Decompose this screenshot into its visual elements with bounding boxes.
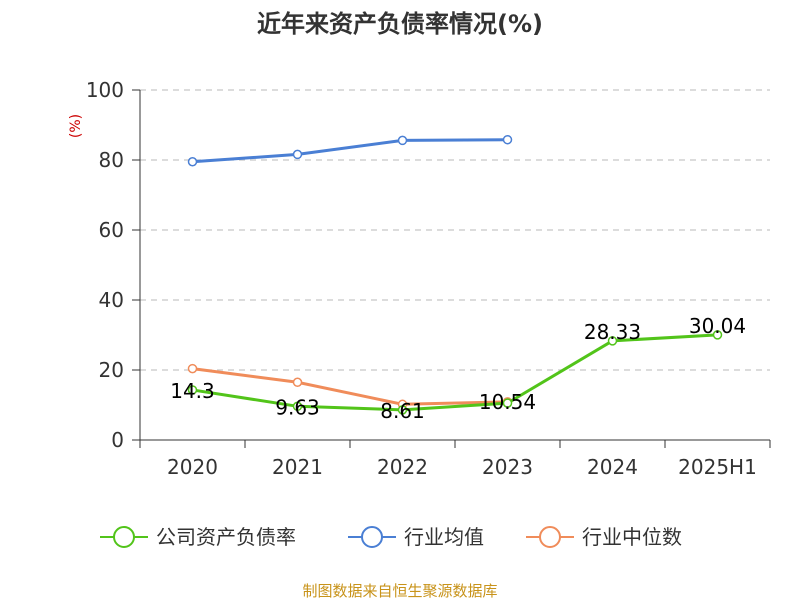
data-label-2020: 14.3: [170, 379, 215, 403]
legend-label-1: 行业均值: [404, 525, 484, 549]
y-axis-label: (%): [68, 114, 84, 138]
legend-marker-2: [539, 526, 561, 548]
legend-marker-1: [361, 526, 383, 548]
legend-label-2: 行业中位数: [582, 525, 682, 549]
data-label-2023: 10.54: [479, 390, 536, 414]
x-tick-label-2020: 2020: [167, 455, 218, 479]
y-tick-label-20: 20: [99, 358, 124, 382]
y-tick-label-40: 40: [99, 288, 124, 312]
data-label-2021: 9.63: [275, 395, 320, 419]
series-line-2: [192, 367, 508, 406]
point-s0-2020: [187, 385, 198, 395]
series-layer: [187, 134, 723, 415]
y-tick-label-100: 100: [86, 78, 124, 102]
point-s1-2021: [292, 149, 303, 160]
legend-label-0: 公司资产负债率: [156, 525, 296, 549]
point-s0-2025H1: [712, 330, 723, 340]
legend: 公司资产负债率 行业均值 行业中位数: [100, 525, 682, 549]
y-tick-label-0: 0: [111, 428, 124, 452]
point-s2-2020: [187, 363, 198, 374]
series-line-1: [192, 138, 508, 164]
y-tick-label-60: 60: [99, 218, 124, 242]
x-tick-label-2023: 2023: [482, 455, 533, 479]
grid-lines: [140, 89, 770, 371]
x-tick-label-2025H1: 2025H1: [678, 455, 757, 479]
y-tick-label-80: 80: [99, 148, 124, 172]
axes: 0 20 40 60 80 100 2020 2021 2022 2023 2024 2025H1: [86, 78, 771, 479]
point-s2-2021: [292, 377, 303, 387]
legend-marker-0: [113, 526, 135, 548]
data-label-2024: 28.33: [584, 320, 641, 344]
point-s0-2022: [397, 405, 408, 415]
point-s1-2023: [502, 134, 513, 145]
x-tick-label-2022: 2022: [377, 455, 428, 479]
data-label-2022: 8.61: [380, 399, 425, 423]
chart-title: 近年来资产负债率情况(%): [257, 10, 543, 38]
source-note: 制图数据来自恒生聚源数据库: [302, 582, 497, 600]
x-tick-label-2021: 2021: [272, 455, 323, 479]
data-label-2025H1: 30.04: [689, 314, 746, 338]
point-s1-2022: [397, 135, 408, 146]
x-tick-label-2024: 2024: [587, 455, 638, 479]
series-line-0: [192, 333, 718, 412]
point-s1-2020: [187, 157, 198, 167]
point-s0-2024: [607, 336, 618, 346]
data-labels: 14.3 9.63 8.61 10.54 28.33 30.04: [170, 314, 746, 423]
point-s0-2023: [502, 398, 513, 408]
point-s0-2021: [292, 401, 303, 412]
